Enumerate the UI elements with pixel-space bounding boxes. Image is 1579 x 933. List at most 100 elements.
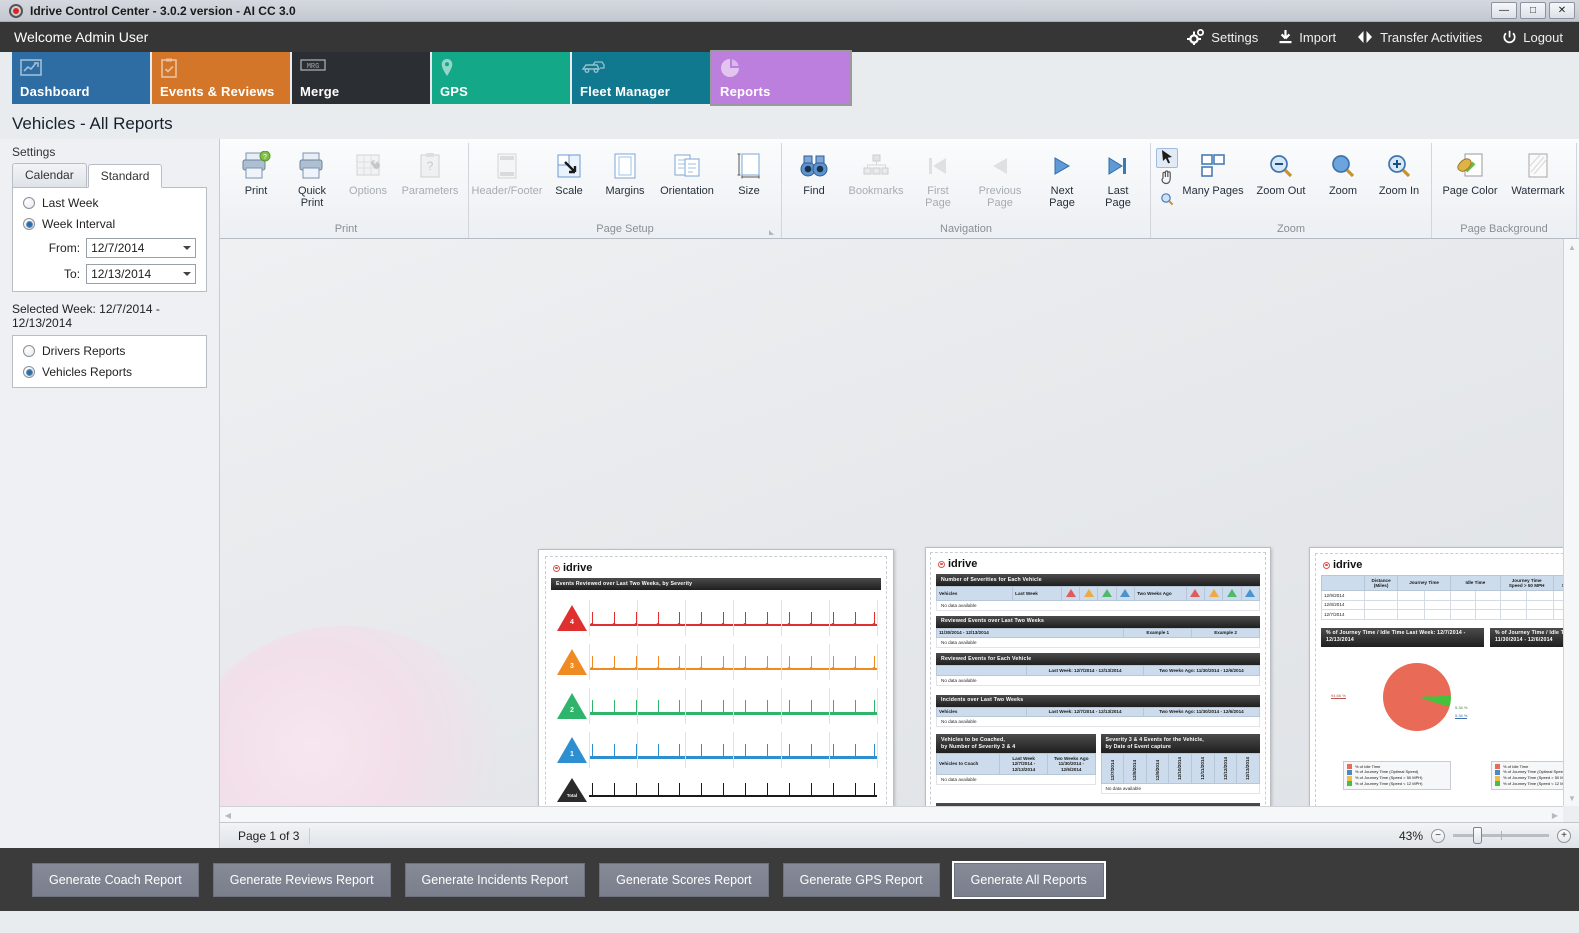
generate-incidents-report-button[interactable]: Generate Incidents Report bbox=[404, 862, 586, 897]
zoom-in-icon bbox=[1386, 149, 1412, 183]
legend-label: % of Journey Time (Speed > 50 MPH) bbox=[1355, 775, 1423, 781]
magnifier-icon bbox=[1160, 192, 1174, 209]
radio-vehicles-reports[interactable]: Vehicles Reports bbox=[23, 365, 196, 379]
ribbon-page-color-button[interactable]: Page Color bbox=[1437, 146, 1503, 200]
watermark-icon bbox=[1526, 149, 1550, 183]
radio-indicator bbox=[23, 366, 35, 378]
radio-last-week[interactable]: Last Week bbox=[23, 196, 196, 210]
import-label: Import bbox=[1299, 29, 1337, 45]
nav-tile-merge[interactable]: MRG Merge bbox=[292, 52, 430, 104]
nav-tile-fleet-manager[interactable]: Fleet Manager bbox=[572, 52, 710, 104]
legend-item: % of Journey Time (Optimal Speed) bbox=[1347, 769, 1447, 775]
radio-week-interval[interactable]: Week Interval bbox=[23, 217, 196, 231]
to-date-combo[interactable]: 12/13/2014 bbox=[86, 264, 196, 284]
tab-calendar[interactable]: Calendar bbox=[12, 163, 87, 187]
zoom-slider-track[interactable] bbox=[1453, 827, 1549, 844]
ribbon-orientation-button[interactable]: Orientation bbox=[654, 146, 720, 200]
transfer-icon bbox=[1356, 29, 1374, 45]
settings-button[interactable]: Settings bbox=[1187, 29, 1258, 45]
transfer-activities-button[interactable]: Transfer Activities bbox=[1356, 29, 1482, 45]
legend-label: % of Journey Time (Speed < 12 MPH) bbox=[1355, 780, 1423, 786]
pointer-tool-button[interactable] bbox=[1156, 148, 1178, 168]
cell-date: 12/8/2014 bbox=[1320, 599, 1366, 610]
pie-label-slow-2: 5.34 % bbox=[1455, 712, 1468, 719]
generate-gps-report-button[interactable]: Generate GPS Report bbox=[782, 862, 940, 897]
legend-swatch bbox=[1347, 775, 1352, 781]
from-date-combo[interactable]: 12/7/2014 bbox=[86, 238, 196, 258]
ribbon-header-footer-button[interactable]: Header/Footer bbox=[472, 146, 542, 200]
col-range: 11/30/2014 - 12/13/2014 bbox=[935, 627, 1125, 639]
ribbon-next-page-button[interactable]: Next Page bbox=[1035, 146, 1089, 213]
generate-reviews-report-button[interactable]: Generate Reviews Report bbox=[212, 862, 391, 897]
ribbon-zoom-button[interactable]: Zoom bbox=[1316, 146, 1370, 200]
scroll-right-icon[interactable]: ▶ bbox=[1551, 810, 1559, 820]
import-button[interactable]: Import bbox=[1278, 29, 1336, 45]
maximize-button[interactable]: □ bbox=[1520, 2, 1546, 19]
preview-canvas[interactable]: idrive Events Reviewed over Last Two Wee… bbox=[220, 239, 1563, 806]
app-header: Welcome Admin User Settings Import Trans… bbox=[0, 22, 1579, 52]
ribbon-last-page-button[interactable]: Last Page bbox=[1091, 146, 1145, 213]
nav-tile-dashboard[interactable]: Dashboard bbox=[12, 52, 150, 104]
report-page-1[interactable]: idrive Events Reviewed over Last Two Wee… bbox=[538, 549, 894, 806]
p3-top-table: Distance (Miles) Journey Time Idle Time … bbox=[1320, 575, 1563, 620]
pie-icon bbox=[720, 58, 740, 81]
report-page-2[interactable]: idrive Number of Severities for Each Veh… bbox=[925, 547, 1271, 806]
legend-swatch bbox=[1495, 781, 1500, 787]
minimize-button[interactable]: — bbox=[1491, 2, 1517, 19]
ribbon-print-button[interactable]: ? Print bbox=[229, 146, 283, 200]
tab-standard[interactable]: Standard bbox=[87, 164, 163, 188]
ribbon-many-pages-button[interactable]: Many Pages bbox=[1180, 146, 1246, 200]
ribbon-first-page-button[interactable]: First Page bbox=[911, 146, 965, 213]
first-page-icon bbox=[925, 149, 951, 183]
hand-tool-button[interactable] bbox=[1156, 169, 1178, 189]
ribbon-watermark-button[interactable]: Watermark bbox=[1505, 146, 1571, 200]
ribbon-bookmarks-button[interactable]: Bookmarks bbox=[843, 146, 909, 200]
preview-horizontal-scrollbar[interactable]: ◀ ▶ bbox=[220, 806, 1563, 822]
generate-all-reports-button[interactable]: Generate All Reports bbox=[951, 860, 1106, 899]
p3-legends: % of Idle Time % of Journey Time (Optima… bbox=[1321, 760, 1563, 790]
p2-coach-title: Vehicles to be Coached, by Number of Sev… bbox=[936, 734, 1096, 754]
severity-badge-total: Total bbox=[557, 778, 587, 803]
ribbon-size-button[interactable]: Size bbox=[722, 146, 776, 200]
nav-tile-gps[interactable]: GPS bbox=[432, 52, 570, 104]
ribbon-quick-print-button[interactable]: Quick Print bbox=[285, 146, 339, 213]
zoom-out-button[interactable]: − bbox=[1431, 828, 1445, 843]
settings-panel: Settings Calendar Standard Last Week Wee… bbox=[0, 139, 220, 848]
zoom-slider-thumb[interactable] bbox=[1473, 827, 1482, 844]
scroll-left-icon[interactable]: ◀ bbox=[224, 810, 232, 820]
ribbon-item-label: Margins bbox=[605, 185, 645, 197]
page-color-icon bbox=[1455, 149, 1485, 183]
col-last-week: Last Week: 12/7/2014 - 12/13/2014 bbox=[1026, 665, 1144, 676]
p2-sev34-title: Severity 3 & 4 Events for the Vehicle, b… bbox=[1100, 734, 1260, 754]
dialog-launcher-icon[interactable] bbox=[769, 230, 774, 235]
close-button[interactable]: ✕ bbox=[1549, 2, 1575, 19]
table-header-row: 12/7/2014 12/8/2014 12/9/2014 12/10/2014… bbox=[1100, 753, 1260, 785]
zoom-percent-label: 43% bbox=[1398, 828, 1423, 843]
radio-label: Drivers Reports bbox=[42, 344, 126, 358]
logout-button[interactable]: Logout bbox=[1502, 30, 1563, 45]
print-preview-area[interactable]: idrive Events Reviewed over Last Two Wee… bbox=[220, 239, 1579, 822]
ribbon-options-button[interactable]: Options bbox=[341, 146, 395, 200]
report-page-3[interactable]: idrive Distance (Miles) Journey Time Idl… bbox=[1309, 547, 1563, 806]
generate-coach-report-button[interactable]: Generate Coach Report bbox=[32, 862, 199, 897]
preview-vertical-scrollbar[interactable]: ▲ ▼ bbox=[1563, 239, 1579, 806]
ribbon-parameters-button[interactable]: ? Parameters bbox=[397, 146, 463, 200]
nav-tile-reports[interactable]: Reports bbox=[710, 50, 852, 106]
radio-drivers-reports[interactable]: Drivers Reports bbox=[23, 344, 196, 358]
ribbon-scale-button[interactable]: Scale bbox=[542, 146, 596, 200]
ribbon-margins-button[interactable]: Margins bbox=[598, 146, 652, 200]
ribbon-find-button[interactable]: Find bbox=[787, 146, 841, 200]
ribbon-previous-page-button[interactable]: Previous Page bbox=[967, 146, 1033, 213]
zoom-in-button[interactable]: + bbox=[1557, 828, 1571, 843]
gear-icon bbox=[1187, 29, 1205, 45]
next-page-icon bbox=[1050, 149, 1074, 183]
nav-tile-events-reviews[interactable]: Events & Reviews bbox=[152, 52, 290, 104]
ribbon-zoom-in-button[interactable]: Zoom In bbox=[1372, 146, 1426, 200]
legend-item: % of Journey Time (Speed < 12 MPH) bbox=[1495, 781, 1563, 787]
ribbon-item-label: First Page bbox=[925, 185, 951, 210]
generate-scores-report-button[interactable]: Generate Scores Report bbox=[599, 862, 769, 897]
magnifier-tool-button[interactable] bbox=[1156, 190, 1178, 210]
scroll-down-icon[interactable]: ▼ bbox=[1568, 793, 1576, 803]
ribbon-zoom-out-button[interactable]: Zoom Out bbox=[1248, 146, 1314, 200]
scroll-up-icon[interactable]: ▲ bbox=[1568, 242, 1576, 252]
